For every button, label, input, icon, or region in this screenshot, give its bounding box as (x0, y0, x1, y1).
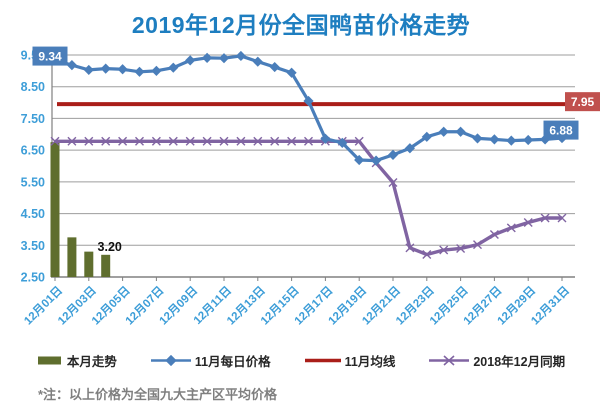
svg-text:6.88: 6.88 (549, 124, 573, 138)
line-x-swatch-icon (429, 355, 470, 366)
svg-text:8.50: 8.50 (21, 80, 45, 94)
series-month-bars (50, 142, 111, 277)
legend-item-nov-average: 11月均线 (304, 351, 396, 370)
svg-text:3.50: 3.50 (21, 239, 45, 253)
legend-label-nov-daily: 11月每日价格 (194, 355, 271, 369)
legend-item-month-trend: 本月走势 (37, 351, 117, 370)
axes (51, 55, 575, 278)
svg-text:5.50: 5.50 (21, 175, 45, 189)
footnote: *注：以上价格为全国九大主产区平均价格 (38, 387, 278, 402)
svg-text:2.50: 2.50 (21, 271, 45, 285)
price-trend-plot: 9.508.507.506.505.504.503.502.5012月01日12… (21, 46, 600, 327)
svg-text:3.20: 3.20 (98, 240, 122, 254)
line-swatch-icon (304, 355, 341, 366)
gridlines (52, 54, 575, 246)
svg-text:9.34: 9.34 (38, 50, 62, 64)
series-dec2018-line (50, 136, 567, 259)
svg-text:7.50: 7.50 (21, 112, 45, 126)
chart-title: 2019年12月份全国鸭苗价格走势 (131, 12, 471, 38)
annotations: 9.34 7.95 6.88 3.20 (32, 46, 600, 254)
y-axis-labels: 9.508.507.506.505.504.503.502.50 (21, 49, 45, 285)
series-nov-daily-line (49, 50, 568, 166)
legend-label-month-trend: 本月走势 (66, 355, 117, 369)
legend-label-nov-average: 11月均线 (344, 355, 396, 369)
svg-text:7.95: 7.95 (571, 95, 595, 109)
legend: 本月走势 11月每日价格 11月均线 2018年12月同期 (0, 351, 602, 370)
legend-item-dec2018: 2018年12月同期 (429, 351, 565, 370)
line-diamond-swatch-icon (150, 355, 191, 366)
svg-text:6.50: 6.50 (21, 144, 45, 158)
legend-label-dec2018: 2018年12月同期 (473, 355, 566, 369)
x-axis-labels: 12月01日12月03日12月05日12月07日12月09日12月11日12月1… (22, 277, 572, 327)
legend-item-nov-daily: 11月每日价格 (150, 351, 271, 370)
bar-swatch-icon (37, 355, 63, 366)
svg-text:4.50: 4.50 (21, 207, 45, 221)
